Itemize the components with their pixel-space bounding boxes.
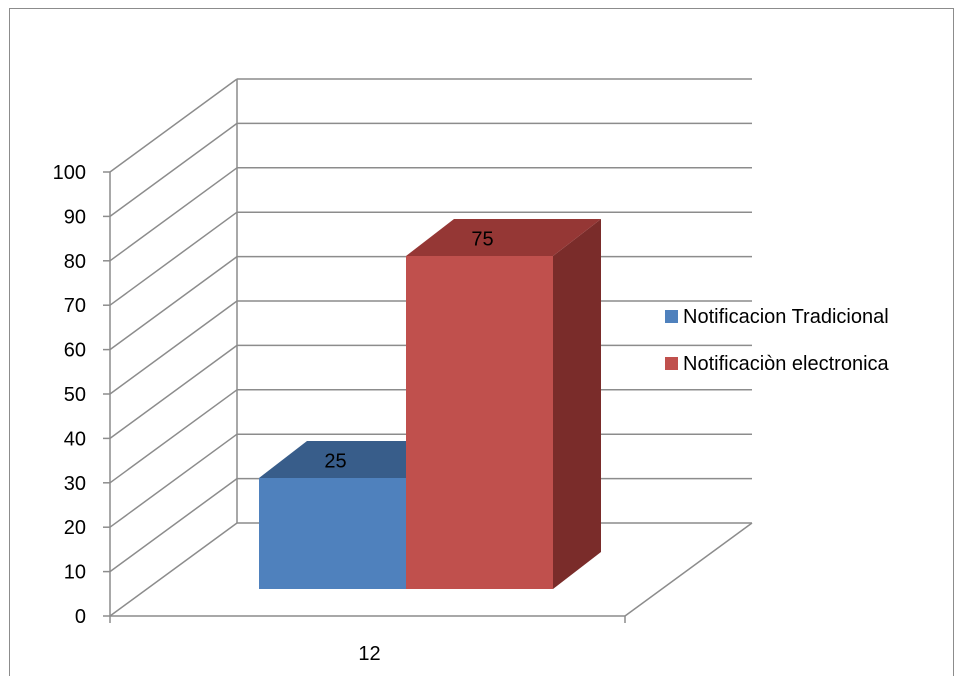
bar-top-face <box>406 219 601 256</box>
legend: Notificacion Tradicional Notificaciòn ele… <box>665 306 890 375</box>
gridline-side <box>109 255 238 351</box>
y-tick-label: 80 <box>64 251 86 273</box>
bar-side-face <box>553 219 601 589</box>
legend-swatch <box>665 310 678 323</box>
bar-top-face <box>259 441 454 478</box>
data-label: 75 <box>471 229 493 251</box>
gridline-side <box>109 389 238 484</box>
y-tick-label: 20 <box>64 517 86 539</box>
legend-label: Notificaciòn electronica <box>683 353 890 375</box>
legend-label: Notificacion Tradicional <box>683 306 889 328</box>
floor-right-edge <box>624 522 753 617</box>
labels: 0 10 20 30 40 50 60 70 80 90 100 25 75 12 <box>53 162 494 665</box>
y-tick-label: 30 <box>64 473 86 495</box>
legend-swatch <box>665 357 678 370</box>
gridline-side <box>109 300 238 395</box>
gridline-side <box>109 211 238 306</box>
y-tick-label: 40 <box>64 428 86 450</box>
y-tick-label: 90 <box>64 206 86 228</box>
y-tick-label: 50 <box>64 384 86 406</box>
gridline-side <box>109 167 238 262</box>
y-tick-label: 60 <box>64 340 86 362</box>
gridline-side <box>109 78 238 173</box>
gridline-side <box>109 522 238 617</box>
gridline-side <box>109 433 238 528</box>
y-tick-label: 100 <box>53 162 86 184</box>
x-category-label: 12 <box>358 643 380 665</box>
axes <box>103 79 753 623</box>
y-tick-label: 70 <box>64 295 86 317</box>
bars <box>259 219 601 589</box>
gridline-side <box>109 477 238 573</box>
gridline-side <box>109 122 238 218</box>
y-tick-label: 10 <box>64 562 86 584</box>
bar-front-face <box>406 256 553 589</box>
y-tick-label: 0 <box>75 606 86 628</box>
gridline-side <box>109 344 238 440</box>
data-label: 25 <box>324 451 346 473</box>
bar-electronica <box>406 219 601 589</box>
bar-front-face <box>259 478 406 589</box>
